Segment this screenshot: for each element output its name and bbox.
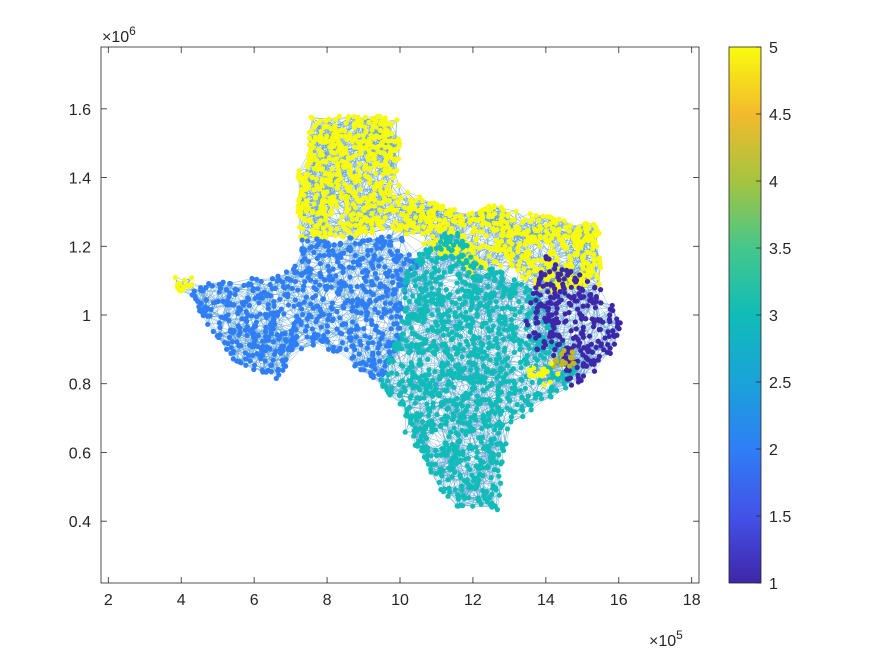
graph-edge [340, 178, 347, 197]
graph-edge [406, 233, 424, 244]
graph-edge [309, 118, 313, 139]
graph-edge [382, 171, 396, 183]
graph-edge [463, 219, 476, 236]
graph-edge [528, 216, 548, 231]
graph-edge [301, 222, 312, 238]
graph-edge [470, 246, 488, 259]
plot-area: 2 4 6 8 10 12 14 16 18 0.40.60.811.21.41.6 ×106 … [69, 24, 701, 650]
graph-edge [457, 219, 476, 234]
graph-edge [536, 215, 547, 232]
graph-edge [459, 219, 476, 236]
graph-edge [549, 255, 571, 260]
graph-edge [537, 239, 546, 261]
graph-edge [515, 211, 531, 222]
graph-edge [557, 249, 578, 259]
